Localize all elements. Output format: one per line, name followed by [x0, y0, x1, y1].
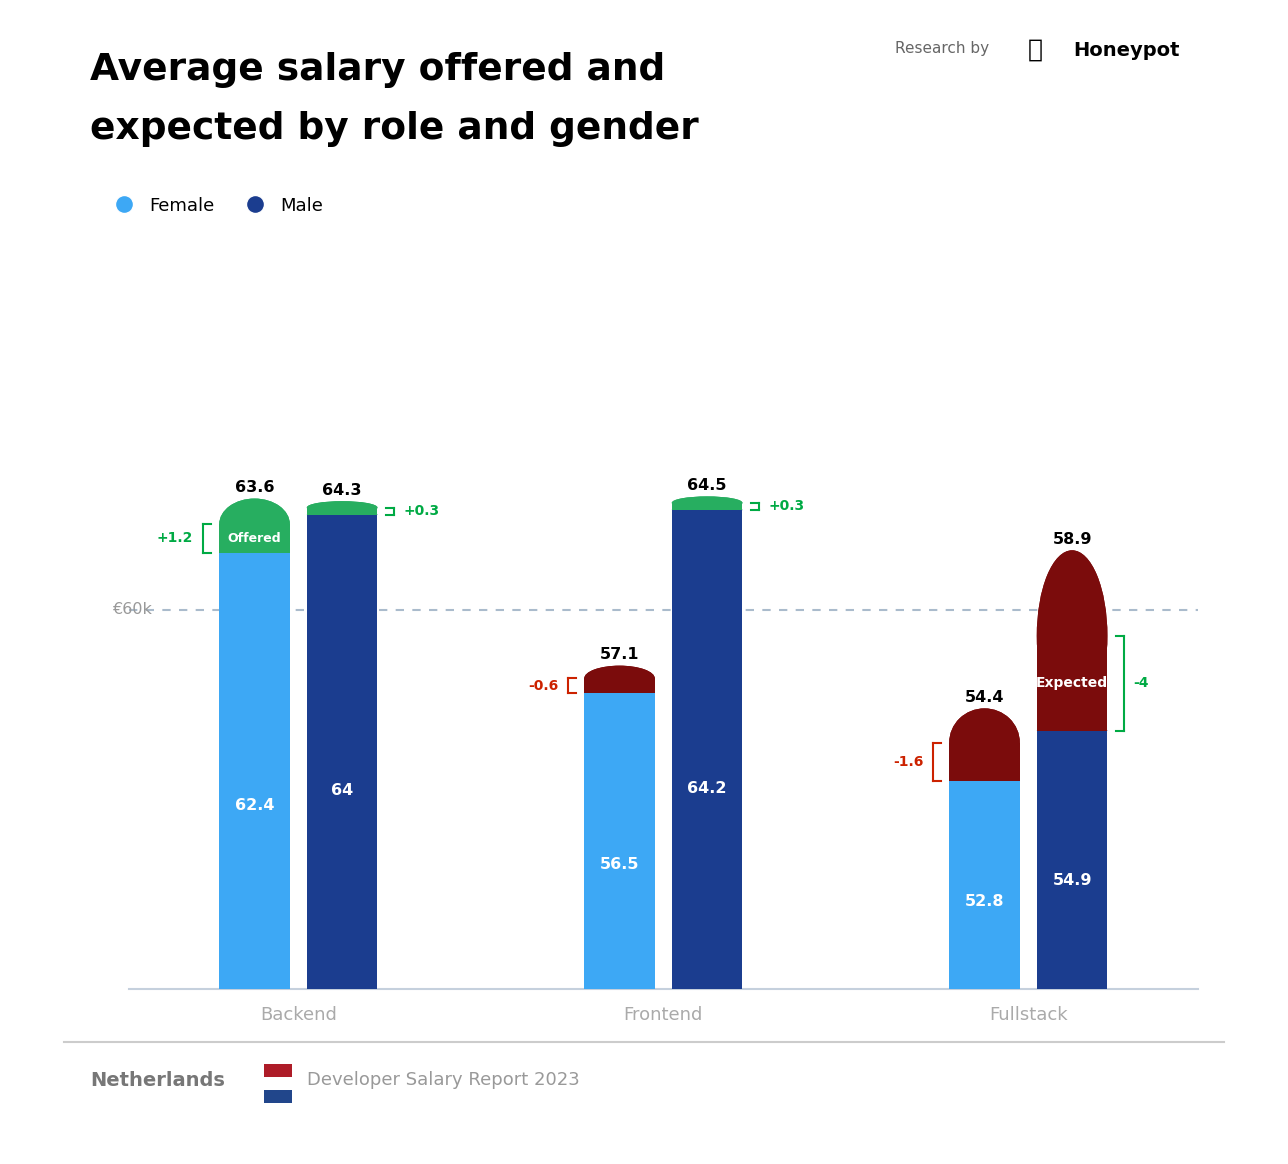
- Text: 63.6: 63.6: [234, 480, 274, 495]
- Text: -1.6: -1.6: [893, 754, 923, 768]
- Ellipse shape: [949, 779, 1020, 782]
- Bar: [264, 1077, 292, 1091]
- Ellipse shape: [219, 498, 290, 549]
- Ellipse shape: [219, 551, 290, 554]
- Ellipse shape: [672, 496, 742, 509]
- Text: 52.8: 52.8: [965, 894, 1005, 909]
- Ellipse shape: [219, 551, 290, 554]
- Legend: Female, Male: Female, Male: [99, 190, 330, 222]
- Bar: [949, 743, 1020, 781]
- Text: 🍯: 🍯: [1028, 37, 1043, 62]
- Text: -0.6: -0.6: [528, 679, 558, 693]
- Ellipse shape: [1037, 729, 1108, 732]
- Bar: [672, 510, 742, 989]
- Text: Average salary offered and: Average salary offered and: [90, 52, 666, 88]
- Text: Honeypot: Honeypot: [1073, 41, 1180, 59]
- Bar: [264, 1064, 292, 1077]
- Ellipse shape: [307, 502, 377, 514]
- Bar: [219, 524, 290, 553]
- Bar: [307, 508, 377, 514]
- Bar: [949, 743, 1020, 781]
- Text: 64.5: 64.5: [688, 478, 726, 492]
- Text: 62.4: 62.4: [234, 799, 274, 814]
- Text: 58.9: 58.9: [1052, 532, 1092, 547]
- Text: €60k: €60k: [112, 602, 152, 617]
- Ellipse shape: [585, 691, 654, 695]
- Bar: [672, 503, 742, 510]
- Text: 57.1: 57.1: [600, 647, 639, 662]
- Bar: [264, 1091, 292, 1103]
- Ellipse shape: [949, 779, 1020, 782]
- Text: 54.4: 54.4: [965, 690, 1005, 704]
- Text: expected by role and gender: expected by role and gender: [90, 111, 699, 147]
- Text: -4: -4: [1133, 676, 1149, 690]
- Ellipse shape: [219, 498, 290, 549]
- Ellipse shape: [1037, 551, 1108, 722]
- Text: +1.2: +1.2: [157, 532, 193, 546]
- Bar: [219, 524, 290, 553]
- Bar: [672, 503, 742, 510]
- Bar: [585, 693, 654, 989]
- Bar: [585, 679, 654, 693]
- Ellipse shape: [307, 513, 377, 517]
- Ellipse shape: [672, 509, 742, 512]
- Bar: [1037, 636, 1108, 731]
- Text: Developer Salary Report 2023: Developer Salary Report 2023: [307, 1071, 580, 1090]
- Text: +0.3: +0.3: [403, 504, 439, 518]
- Ellipse shape: [672, 509, 742, 512]
- Ellipse shape: [949, 709, 1020, 776]
- Bar: [219, 553, 290, 989]
- Bar: [307, 508, 377, 514]
- Bar: [1037, 731, 1108, 989]
- Text: Research by: Research by: [895, 41, 989, 56]
- Text: 64: 64: [331, 782, 353, 797]
- Ellipse shape: [585, 691, 654, 695]
- Text: Netherlands: Netherlands: [90, 1071, 225, 1090]
- Ellipse shape: [307, 513, 377, 517]
- Ellipse shape: [672, 496, 742, 509]
- Text: Expected: Expected: [1036, 676, 1108, 690]
- Text: Offered: Offered: [228, 532, 281, 545]
- Text: +0.3: +0.3: [769, 499, 805, 513]
- Bar: [949, 781, 1020, 989]
- Ellipse shape: [585, 666, 654, 691]
- Ellipse shape: [949, 709, 1020, 776]
- Bar: [307, 514, 377, 989]
- Bar: [1037, 636, 1108, 731]
- Ellipse shape: [585, 666, 654, 691]
- Bar: [585, 679, 654, 693]
- Ellipse shape: [1037, 729, 1108, 732]
- Text: 54.9: 54.9: [1052, 873, 1092, 888]
- Text: 64.3: 64.3: [322, 483, 362, 497]
- Ellipse shape: [307, 502, 377, 514]
- Ellipse shape: [1037, 551, 1108, 722]
- Text: 56.5: 56.5: [600, 857, 639, 872]
- Text: 64.2: 64.2: [688, 781, 726, 795]
